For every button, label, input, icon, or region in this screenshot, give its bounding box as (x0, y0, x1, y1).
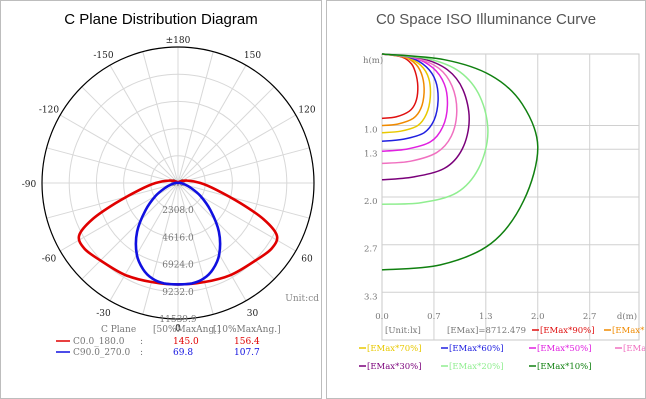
iso-ytick-label: 1.0 (364, 126, 378, 136)
iso-ytick-label: 3.3 (364, 292, 378, 302)
iso-legend-label: [EMax*30%] (367, 362, 422, 372)
polar-radial-label: 2308.0 (162, 206, 194, 216)
polar-grid-spoke (177, 182, 247, 302)
polar-grid-spoke (46, 147, 179, 184)
legend-series-max10: 107.7 (234, 348, 260, 358)
polar-radial-label: 11539.9 (159, 315, 196, 325)
polar-grid-spoke (109, 182, 179, 302)
iso-ytick-label: 2.0 (364, 197, 378, 207)
iso-xtick-label: 2.0 (531, 312, 545, 322)
iso-legend-label: [EMax*80%] (612, 326, 645, 336)
polar-grid-spoke (177, 51, 214, 184)
iso-legend-label: [EMax*70%] (367, 344, 422, 354)
legend-series-colon: : (140, 348, 143, 358)
iso-xtick-label: 0.0 (375, 312, 389, 322)
iso-legend-label: [EMax*60%] (449, 344, 504, 354)
polar-grid-spoke (177, 114, 297, 184)
polar-angle-label: -90 (22, 180, 37, 190)
iso-chart-panel: C0 Space ISO Illuminance Curve h(m) d(m) 0… (326, 0, 646, 399)
legend-series-name: C0.0_180.0 (73, 337, 125, 347)
iso-ylabel: h(m) (363, 55, 383, 66)
polar-outer-ring (41, 46, 315, 320)
polar-angle-label: 150 (244, 51, 261, 61)
legend-series-max50: 69.8 (173, 348, 193, 358)
polar-grid-spoke (177, 86, 275, 184)
polar-radial-label: 6924.0 (162, 261, 194, 271)
polar-grid-spoke (177, 182, 297, 252)
legend-series-name: C90.0_270.0 (73, 348, 130, 358)
iso-series-line (381, 53, 419, 120)
legend-header-10: [10%MaxAng.] (213, 325, 281, 335)
legend-series-colon: : (140, 337, 143, 347)
iso-chart: h(m) d(m) 0.0 0.7 1.3 2.0 2.7 1.0 1.3 2.0 2.7 3.3 [U… (359, 53, 645, 372)
polar-grid-spoke (177, 147, 310, 184)
polar-angle-label: 30 (247, 309, 259, 319)
polar-grid-spoke (142, 51, 179, 184)
polar-radial-label: 4616.0 (162, 233, 194, 243)
iso-legend-label: [EMax*90%] (540, 326, 595, 336)
iso-series-line (381, 53, 432, 134)
polar-angle-label: -30 (96, 309, 111, 319)
polar-angle-label: 0 (175, 324, 181, 334)
polar-series-line (134, 181, 222, 286)
iso-series-line (381, 53, 539, 271)
legend-header-cplane: C Plane (101, 325, 136, 335)
polar-grid-spoke (81, 86, 179, 184)
iso-chart-title: C0 Space ISO Illuminance Curve (375, 11, 597, 28)
iso-xtick-label: 0.7 (427, 312, 441, 322)
iso-legend-label: [EMax*10%] (537, 362, 592, 372)
iso-ytick-label: 2.7 (364, 245, 378, 255)
iso-unit-text: [Unit:lx] (385, 326, 421, 336)
iso-series-line (381, 53, 458, 165)
iso-xtick-label: 1.3 (479, 312, 493, 322)
polar-grid-spoke (59, 182, 179, 252)
iso-series-line (381, 53, 439, 142)
iso-legend-label: [EMax*20%] (449, 362, 504, 372)
polar-grid-spoke (109, 64, 179, 184)
iso-xlabel: d(m) (617, 311, 637, 322)
polar-angle-label: -150 (93, 51, 113, 61)
polar-grid-spoke (177, 182, 310, 219)
polar-unit-label: Unit:cd (285, 294, 319, 304)
polar-grid-spoke (177, 182, 275, 280)
polar-chart: ±1801501209060300-30-60-90-120-1500.0230… (22, 36, 319, 358)
polar-grid-spoke (46, 182, 179, 219)
polar-angle-label: 60 (301, 255, 313, 265)
iso-series-line (381, 53, 470, 181)
polar-radial-label: 9232.0 (162, 288, 194, 298)
polar-grid-spoke (177, 64, 247, 184)
polar-grid-spoke (177, 182, 214, 315)
polar-angle-label: 120 (298, 106, 315, 116)
iso-legend-label: [EMax*50%] (537, 344, 592, 354)
polar-angle-label: -60 (42, 255, 57, 265)
polar-grid-spoke (142, 182, 179, 315)
polar-grid-spoke (81, 182, 179, 280)
polar-chart-panel: C Plane Distribution Diagram ±180 150 120 9… (0, 0, 322, 399)
iso-legend-label: [EMax*40%] (623, 344, 645, 354)
polar-angle-label: ±180 (166, 36, 191, 46)
polar-chart-title: C Plane Distribution Diagram (64, 11, 258, 28)
iso-emax-text: [EMax]=8712.479 (447, 326, 526, 336)
polar-angle-label: -120 (39, 106, 59, 116)
iso-series-line (381, 53, 489, 205)
legend-series-max10: 156.4 (234, 337, 260, 347)
legend-header-50: [50%MaxAng.] (153, 325, 221, 335)
iso-xtick-label: 2.7 (583, 312, 597, 322)
polar-grid-spoke (59, 114, 179, 184)
iso-ytick-label: 1.3 (364, 149, 378, 159)
legend-series-max50: 145.0 (173, 337, 199, 347)
